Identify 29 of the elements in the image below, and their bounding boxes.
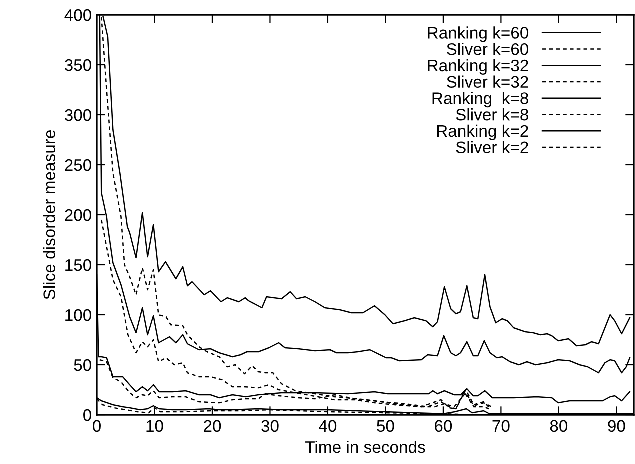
- y-tick-label: 150: [66, 259, 92, 272]
- y-tick-label: 400: [64, 9, 92, 22]
- y-tick-label: 50: [74, 359, 92, 372]
- legend-label: Sliver k=60: [447, 43, 529, 56]
- x-tick-label: 70: [492, 420, 510, 432]
- y-tick-label: 350: [64, 59, 92, 72]
- legend-label: Ranking k=60: [428, 26, 529, 42]
- x-axis-title: Time in seconds: [306, 440, 426, 454]
- legend-label: Ranking k=2: [437, 124, 528, 140]
- x-tick-label: 30: [262, 420, 279, 432]
- y-axis-title: Slice disorder measure: [43, 130, 56, 300]
- x-tick-label: 40: [319, 420, 337, 432]
- y-tick-label: 0: [84, 409, 92, 422]
- legend-label: Sliver k=8: [456, 108, 528, 121]
- x-tick-label: 20: [204, 420, 222, 432]
- x-tick-label: 80: [550, 420, 568, 432]
- legend-label: Sliver k=32: [447, 76, 528, 88]
- y-tick-label: 100: [66, 309, 92, 322]
- x-tick-label: 60: [435, 420, 452, 432]
- y-tick-label: 200: [65, 209, 92, 222]
- x-tick-label: 0: [93, 420, 101, 432]
- legend-label: Sliver k=2: [456, 141, 528, 154]
- x-tick-label: 50: [377, 420, 394, 432]
- x-tick-label: 10: [146, 420, 164, 432]
- legend-label: Ranking k=8: [432, 92, 528, 108]
- y-tick-label: 250: [65, 159, 92, 172]
- y-tick-label: 300: [64, 109, 92, 122]
- legend-label: Ranking k=32: [428, 59, 528, 75]
- x-tick-label: 90: [608, 420, 626, 432]
